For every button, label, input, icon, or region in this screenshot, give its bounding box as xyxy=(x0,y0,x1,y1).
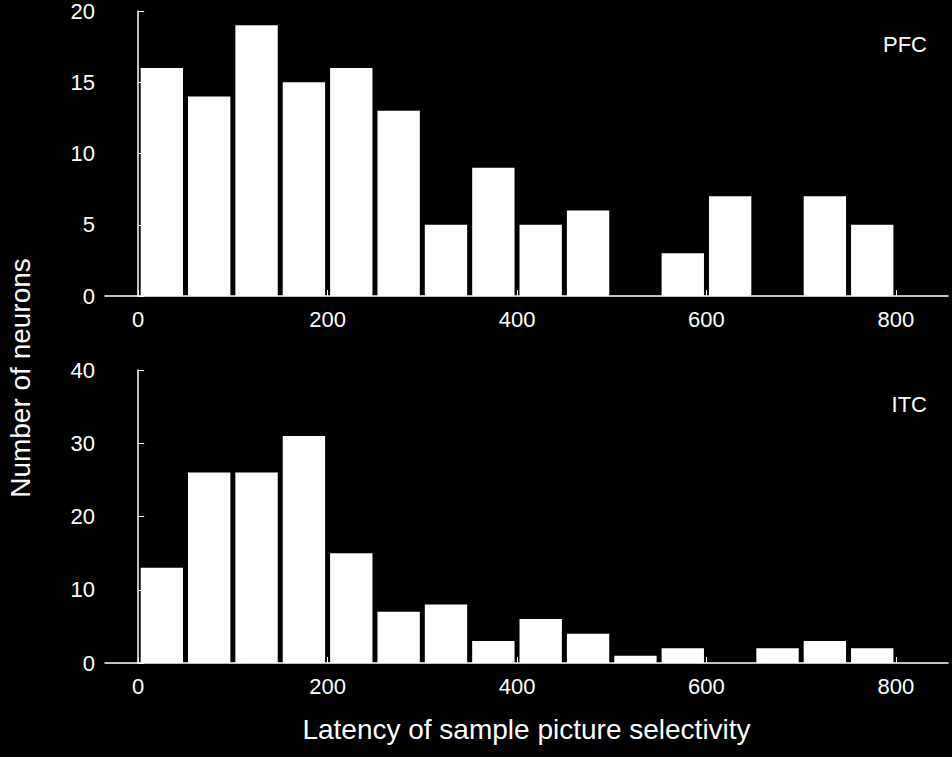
svg-text:20: 20 xyxy=(71,504,95,529)
svg-text:200: 200 xyxy=(309,307,346,332)
svg-text:0: 0 xyxy=(132,307,144,332)
svg-text:ITC: ITC xyxy=(892,392,928,417)
svg-text:800: 800 xyxy=(878,674,915,699)
svg-text:0: 0 xyxy=(83,651,95,676)
svg-text:400: 400 xyxy=(499,307,536,332)
svg-text:600: 600 xyxy=(688,307,725,332)
svg-text:600: 600 xyxy=(688,674,725,699)
svg-text:800: 800 xyxy=(878,307,915,332)
svg-text:Number of neurons: Number of neurons xyxy=(5,258,36,498)
svg-text:15: 15 xyxy=(71,70,95,95)
svg-text:10: 10 xyxy=(71,141,95,166)
svg-text:PFC: PFC xyxy=(883,32,927,57)
svg-text:0: 0 xyxy=(132,674,144,699)
svg-text:5: 5 xyxy=(83,212,95,237)
svg-text:400: 400 xyxy=(499,674,536,699)
svg-text:200: 200 xyxy=(309,674,346,699)
svg-text:40: 40 xyxy=(71,358,95,383)
svg-text:30: 30 xyxy=(71,431,95,456)
svg-text:10: 10 xyxy=(71,577,95,602)
svg-text:0: 0 xyxy=(83,284,95,309)
svg-text:20: 20 xyxy=(71,0,95,24)
svg-text:Latency of sample picture sele: Latency of sample picture selectivity xyxy=(302,714,750,745)
